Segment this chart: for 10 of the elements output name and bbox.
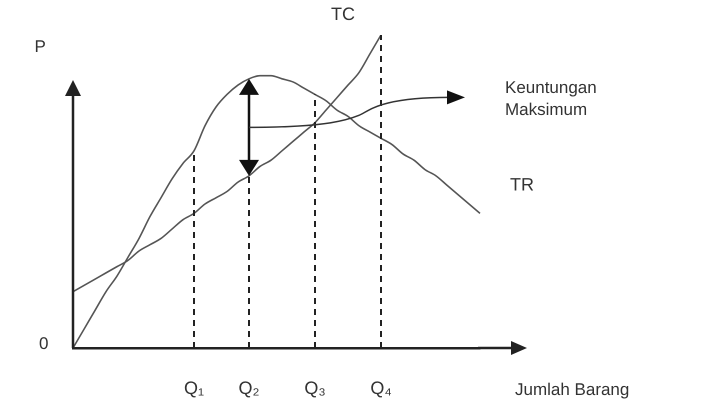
y-axis-title: P: [34, 36, 46, 58]
text: Keuntungan Maksimum: [505, 77, 598, 122]
series-label: TR: [510, 174, 534, 194]
x-tick-label: Q₂: [238, 378, 260, 398]
x-tick-label: Q₁: [184, 378, 204, 398]
series-label: TC: [331, 4, 355, 24]
x-tick-label: Q₄: [370, 378, 392, 398]
x-tick-label: Q₃: [304, 378, 326, 398]
text: 0: [39, 333, 48, 355]
x-axis-title: Jumlah Barang: [515, 379, 630, 401]
